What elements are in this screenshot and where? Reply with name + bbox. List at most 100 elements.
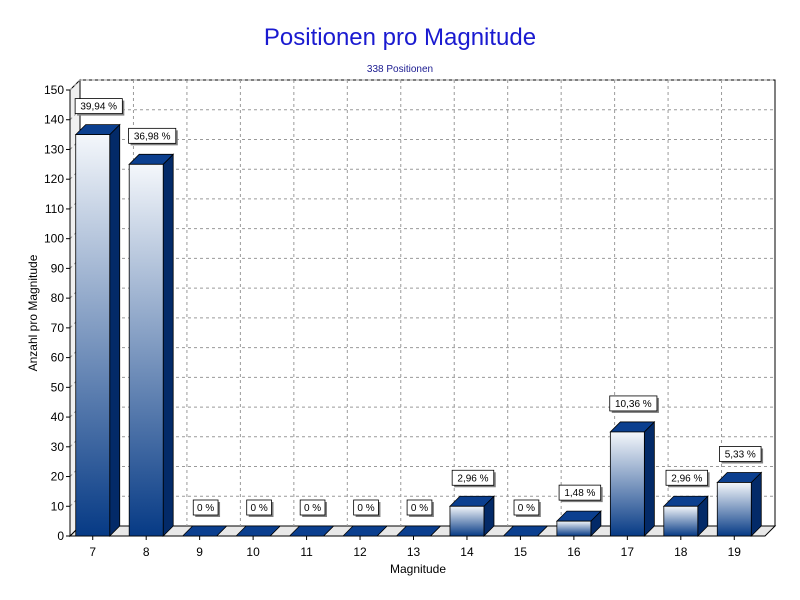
gridline-h-side <box>69 139 81 150</box>
data-label: 0 % <box>406 499 434 517</box>
data-label-box <box>609 395 658 412</box>
data-label-text: 0 % <box>357 503 374 514</box>
gridline-h-side <box>69 376 81 388</box>
data-label-text: 0 % <box>518 503 535 514</box>
data-labels: 39,94 % 36,98 % 0 % 0 % 0 % 0 % 0 % 2,96 % 0 % 1,… <box>74 98 764 517</box>
bar-top <box>235 525 282 537</box>
x-tick-label: 10 <box>246 545 260 559</box>
x-tick-label: 12 <box>353 545 367 559</box>
x-tick-label: 14 <box>460 545 474 559</box>
bar <box>181 525 228 537</box>
data-label: 2,96 % <box>665 469 710 488</box>
data-label-box <box>406 499 433 516</box>
y-tick-label: 70 <box>51 321 65 335</box>
bar <box>609 420 656 537</box>
y-tick-label: 10 <box>51 499 65 513</box>
bar-front <box>449 505 485 537</box>
y-tick-label: 40 <box>51 410 65 424</box>
gridline-h-side <box>69 317 81 329</box>
chart-title: Positionen pro Magnitude <box>264 24 536 51</box>
x-tick-label: 18 <box>674 545 688 559</box>
bar-side <box>109 123 121 537</box>
bar <box>716 471 763 537</box>
data-label-text: 36,98 % <box>134 131 171 142</box>
bar <box>128 153 175 537</box>
data-label: 0 % <box>353 499 381 517</box>
gridline-h-side <box>69 287 81 299</box>
data-label-text: 10,36 % <box>615 399 652 410</box>
y-tick-label: 130 <box>44 142 64 156</box>
y-tick-label: 80 <box>51 291 65 305</box>
data-label-box <box>74 98 123 114</box>
y-tick-label: 120 <box>44 172 64 186</box>
bar <box>74 123 121 537</box>
x-tick-label: 9 <box>196 545 203 559</box>
data-label: 0 % <box>299 499 327 517</box>
bar-side <box>750 471 762 537</box>
bar-front <box>716 482 752 537</box>
gridline-h-side <box>69 198 81 210</box>
data-label-text: 0 % <box>250 503 267 514</box>
bar-top <box>502 525 549 537</box>
data-label-text: 2,96 % <box>457 473 488 484</box>
bars <box>74 123 763 537</box>
bar-side <box>162 153 174 537</box>
x-tick-label: 13 <box>407 545 421 559</box>
data-label: 39,94 % <box>74 98 125 116</box>
bar-top <box>288 525 335 537</box>
back-wall <box>79 79 776 527</box>
gridline-h-side <box>69 347 81 358</box>
y-tick-label: 110 <box>45 202 64 216</box>
gridline-h-side <box>69 79 81 91</box>
bar-side <box>643 420 655 537</box>
x-tick-label: 11 <box>300 545 313 559</box>
y-tick-label: 100 <box>44 232 64 246</box>
data-label-box <box>192 499 219 516</box>
data-label-text: 1,48 % <box>564 488 595 499</box>
data-label-box <box>558 484 602 501</box>
data-label-text: 2,96 % <box>671 473 702 484</box>
y-tick-label: 0 <box>57 529 64 543</box>
data-label: 5,33 % <box>719 446 764 464</box>
y-tick-label: 150 <box>44 83 64 97</box>
bar-front <box>128 163 164 537</box>
bar <box>288 525 335 537</box>
x-tick-label: 19 <box>728 545 742 559</box>
y-axis-label: Anzahl pro Magnitude <box>26 254 40 371</box>
data-label-text: 0 % <box>304 503 321 514</box>
y-tick-label: 140 <box>44 113 64 127</box>
data-label-box <box>451 469 495 486</box>
gridline-h-side <box>69 228 81 240</box>
bar-front <box>556 520 592 537</box>
y-tick-label: 30 <box>51 440 65 454</box>
y-tick-label: 50 <box>51 380 65 394</box>
x-axis-label: Magnitude <box>390 562 446 576</box>
data-label-box <box>513 499 540 516</box>
plot-background <box>68 78 777 538</box>
data-label-text: 39,94 % <box>80 102 117 113</box>
bar-front <box>75 134 111 537</box>
bar-top <box>342 525 389 537</box>
bar <box>235 525 282 537</box>
bar-top <box>395 525 442 537</box>
x-tick-label: 16 <box>567 545 581 559</box>
gridline-h-side <box>69 109 81 121</box>
x-ticks: 7 8 9 10 11 12 13 14 15 16 17 18 19 <box>89 536 741 559</box>
bar <box>395 525 442 537</box>
chart-subtitle: 338 Positionen <box>367 64 433 75</box>
data-label: 0 % <box>192 499 221 517</box>
gridline-h-side <box>69 436 81 448</box>
bar <box>342 525 389 537</box>
bar-front <box>663 505 699 537</box>
data-label: 2,96 % <box>451 469 496 488</box>
data-label: 10,36 % <box>609 395 659 413</box>
data-label-text: 0 % <box>197 503 214 514</box>
data-label: 0 % <box>246 499 274 517</box>
bar <box>448 495 495 537</box>
gridline-h-side <box>69 406 81 418</box>
data-label-text: 0 % <box>411 503 428 514</box>
bar-top <box>181 525 228 537</box>
x-tick-label: 15 <box>514 545 528 559</box>
bar-front <box>609 431 645 537</box>
